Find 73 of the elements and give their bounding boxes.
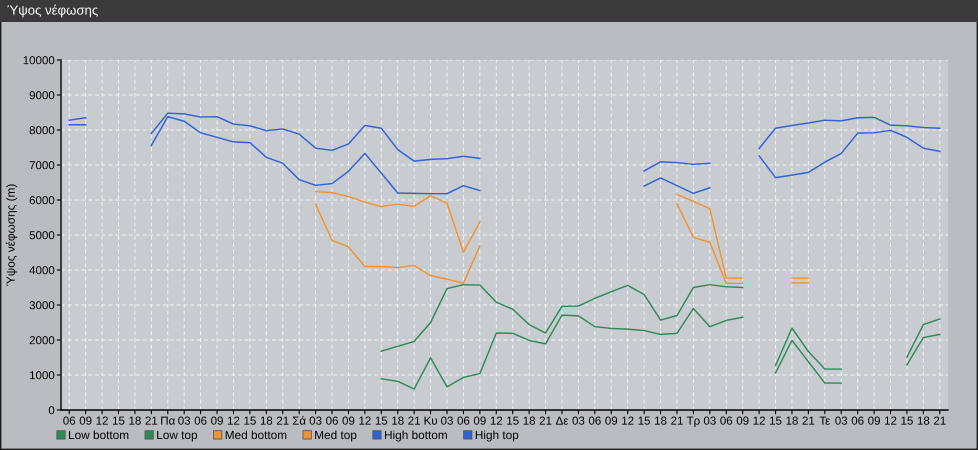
legend-label: Med top (315, 430, 356, 442)
x-tick-label: 21 (671, 416, 683, 425)
x-tick-label: 09 (211, 416, 223, 425)
y-tick-label: 1000 (30, 371, 54, 380)
chart-title: Ύψος νέφωσης (7, 4, 98, 18)
x-tick-label: 15 (112, 416, 124, 425)
x-tick-label: 12 (359, 416, 371, 425)
x-tick-label: 15 (507, 416, 519, 425)
x-tick-label: 21 (408, 416, 420, 425)
x-tick-label: 18 (918, 416, 930, 425)
y-tick-label: 10000 (24, 56, 54, 64)
x-tick-label: 03 (178, 416, 190, 425)
x-tick-label: 12 (754, 416, 765, 425)
x-tick-label: Τρ (686, 416, 700, 427)
x-tick-label: 12 (490, 416, 502, 425)
x-tick-label: 15 (376, 416, 388, 425)
x-tick-label: Κυ (424, 416, 438, 425)
x-tick-label: 03 (441, 416, 453, 425)
x-tick-label: 12 (884, 416, 896, 425)
x-tick-label: 06 (720, 416, 732, 425)
x-tick-label: 03 (572, 416, 584, 425)
y-tick-label: 4000 (29, 266, 54, 274)
legend-label: Low bottom (69, 430, 128, 440)
x-tick-label: 06 (852, 416, 864, 425)
x-tick-label: 18 (524, 416, 536, 425)
y-tick-label: 9000 (30, 91, 54, 100)
x-tick-label: 18 (260, 416, 272, 425)
x-tick-label: 12 (228, 416, 240, 425)
y-tick-label: 8000 (30, 126, 54, 134)
x-tick-label: 18 (129, 416, 141, 425)
x-tick-label: Πα (161, 416, 175, 425)
x-tick-label: Σά (292, 416, 306, 425)
x-tick-label: 09 (80, 416, 92, 425)
x-tick-label: 09 (342, 416, 354, 425)
legend-label: High top (476, 430, 518, 442)
y-tick-label: 0 (48, 406, 54, 414)
x-tick-label: 06 (194, 416, 207, 425)
x-tick-label: 09 (474, 416, 486, 425)
x-tick-label: 12 (622, 416, 634, 425)
x-tick-label: 21 (146, 416, 158, 425)
x-tick-label: 12 (96, 416, 108, 425)
y-tick-label: 7000 (30, 161, 54, 170)
x-tick-label: 09 (868, 416, 880, 425)
y-tick-label: 3000 (30, 301, 54, 310)
x-tick-label: 15 (638, 416, 650, 425)
x-tick-label: 15 (901, 416, 913, 425)
x-tick-label: 21 (540, 416, 552, 425)
x-tick-label: 06 (63, 416, 76, 425)
legend-label: Med bottom (226, 430, 286, 440)
legend-label: High bottom (384, 430, 447, 442)
x-tick-label: 21 (276, 416, 289, 425)
x-tick-label: 06 (588, 416, 601, 425)
y-tick-label: 5000 (30, 231, 54, 240)
x-tick-label: 21 (802, 416, 814, 425)
x-tick-label: Τε (820, 416, 830, 425)
x-tick-label: 21 (934, 416, 946, 425)
x-tick-label: 15 (770, 416, 782, 425)
x-tick-label: 03 (310, 416, 322, 425)
y-tick-label: 2000 (30, 336, 54, 344)
x-tick-label: 06 (326, 416, 338, 425)
x-tick-label: 03 (704, 416, 716, 425)
legend-label: Low top (157, 430, 198, 442)
x-tick-label: 06 (457, 416, 470, 425)
x-tick-label: 18 (655, 416, 666, 425)
x-tick-label: 18 (786, 416, 798, 425)
y-axis-title: Ύψος νέφωσης (m) (6, 184, 18, 286)
x-tick-label: 09 (605, 416, 618, 425)
y-tick-label: 6000 (30, 196, 54, 204)
x-tick-label: 09 (736, 416, 749, 425)
x-tick-label: 03 (835, 416, 848, 425)
x-tick-label: 15 (244, 416, 256, 425)
x-tick-label: 18 (392, 416, 404, 425)
x-tick-label: Δε (556, 416, 568, 425)
